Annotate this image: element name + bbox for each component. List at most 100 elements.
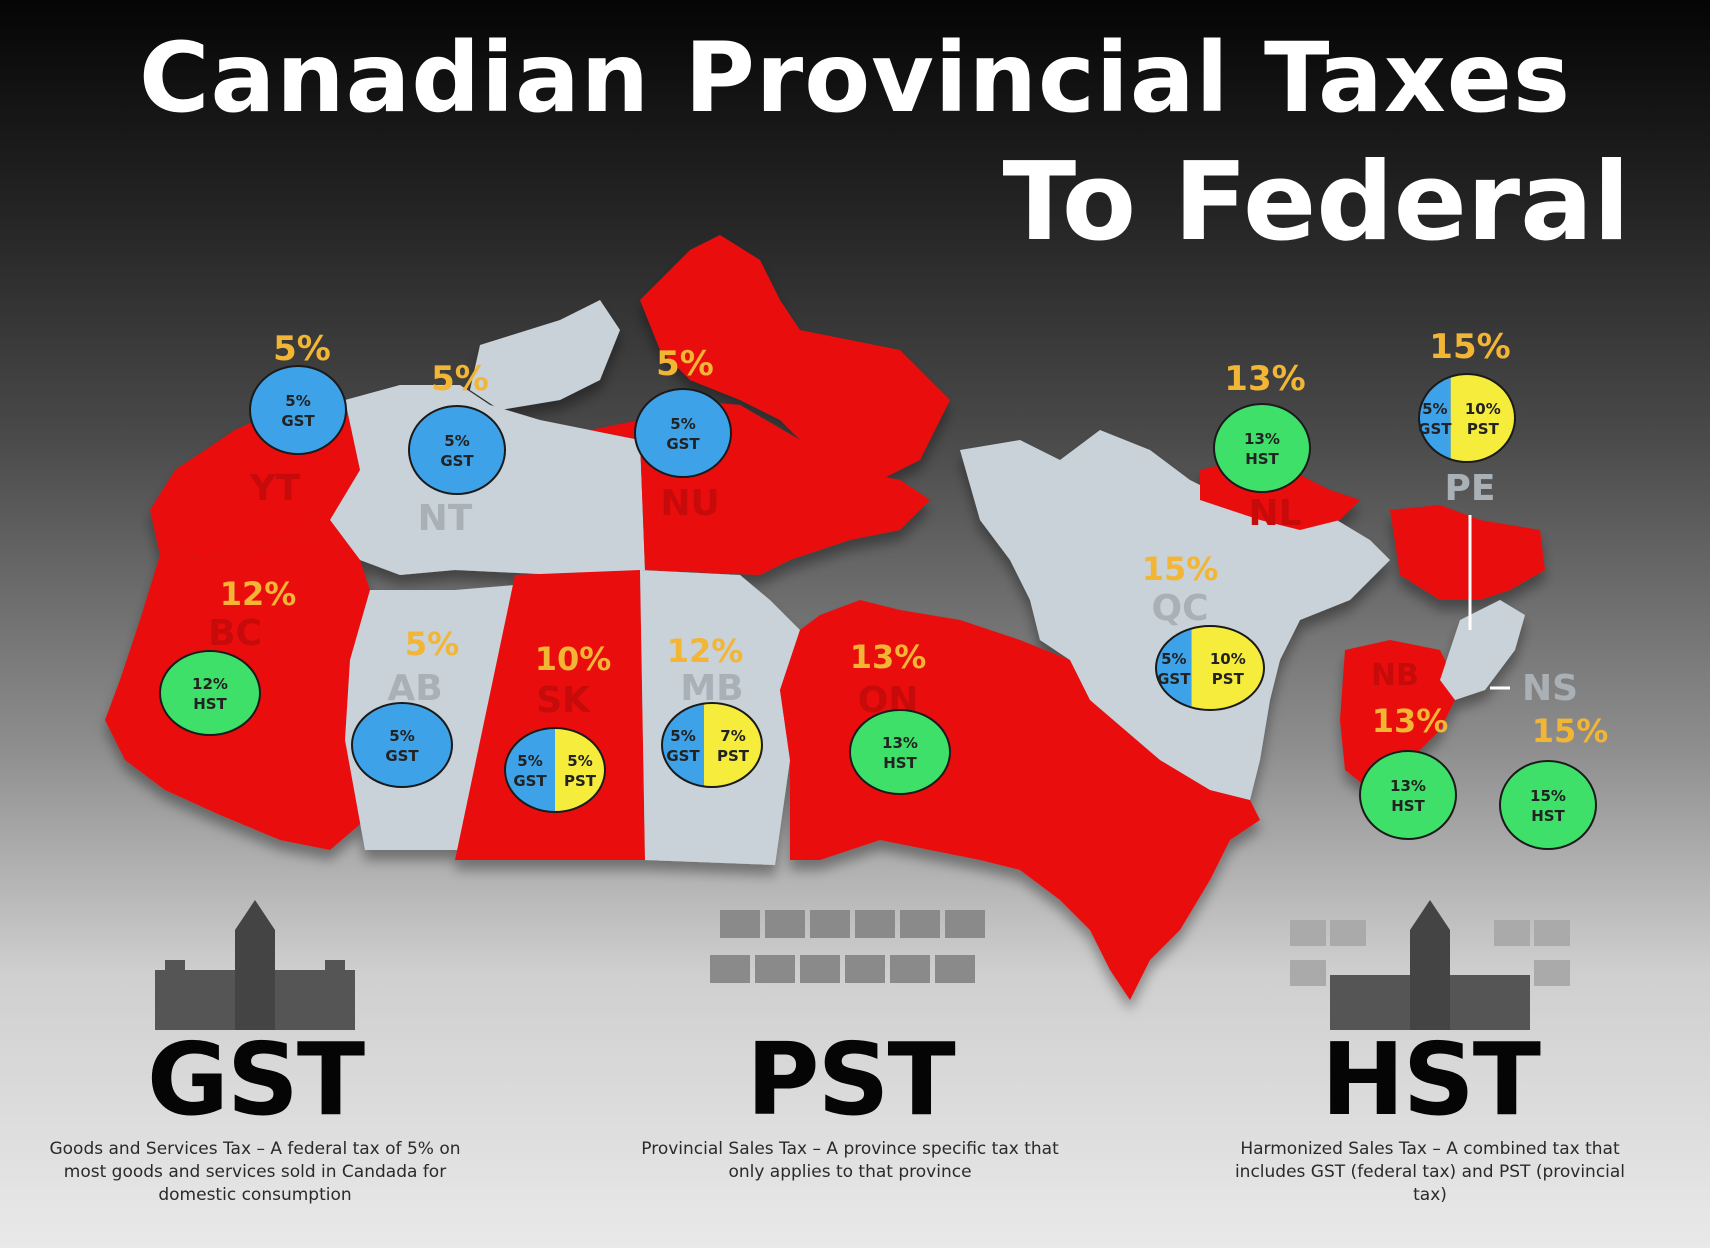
badge-type: PST (564, 772, 597, 790)
total-rate-yt: 5% (273, 329, 331, 369)
parliament-icon (155, 900, 355, 1030)
badge-type: GST (1418, 420, 1452, 438)
region-label-ns: NS (1522, 668, 1578, 709)
subtitle: To Federal (1002, 140, 1631, 265)
arctic-islands-red (640, 235, 950, 480)
legend-gst: GST Goods and Services Tax – A federal t… (45, 900, 465, 1207)
badge-rate: 7% (720, 727, 745, 745)
badge-type: GST (440, 452, 474, 470)
legend-pst: PST Provincial Sales Tax – A province sp… (640, 900, 1060, 1184)
tax-badge-yt: 5% GST (249, 365, 347, 455)
region-label-bc: BC (208, 613, 262, 654)
region-label-ab: AB (387, 668, 442, 709)
arctic-islands-grey (470, 300, 620, 410)
region-nb (1340, 640, 1460, 790)
total-rate-nu: 5% (656, 344, 714, 384)
total-rate-nb: 13% (1372, 702, 1449, 740)
badge-type: PST (717, 747, 750, 765)
badge-type: GST (385, 747, 419, 765)
total-rate-bc: 12% (220, 575, 297, 613)
badge-rate: 5% (517, 752, 542, 770)
parliament-flags-icon (1290, 900, 1570, 1030)
region-label-nu: NU (660, 483, 719, 524)
badge-rate: 5% (567, 752, 592, 770)
badge-segment-pst (1450, 374, 1515, 462)
badge-rate: 5% (285, 392, 310, 410)
title: Canadian Provincial Taxes (139, 22, 1571, 134)
badge-type: PST (1212, 670, 1245, 688)
tax-badge-nb: 13% HST (1359, 750, 1457, 840)
tax-badge-nl: 13% HST (1213, 403, 1311, 493)
total-rate-mb: 12% (667, 632, 744, 670)
region-label-qc: QC (1151, 588, 1208, 629)
tax-badge-sk: 5% GST 5% PST (504, 727, 606, 813)
badge-rate: 13% (882, 734, 918, 752)
badge-rate: 5% (444, 432, 469, 450)
total-rate-qc: 15% (1142, 550, 1219, 588)
total-rate-ab: 5% (405, 625, 459, 663)
badge-rate: 13% (1390, 777, 1426, 795)
tax-badge-ns: 15% HST (1499, 760, 1597, 850)
total-rate-nt: 5% (431, 359, 489, 399)
tax-badge-mb: 5% GST 7% PST (661, 702, 763, 788)
badge-rate: 5% (1422, 400, 1447, 418)
region-ns (1440, 600, 1525, 700)
badge-type: HST (1531, 807, 1565, 825)
region-label-pe: PE (1445, 468, 1496, 509)
badge-rate: 5% (389, 727, 414, 745)
total-rate-on: 13% (850, 638, 927, 676)
region-nl-island (1390, 505, 1545, 600)
region-label-yt: YT (249, 468, 301, 509)
badge-rate: 12% (192, 675, 228, 693)
badge-type: GST (513, 772, 547, 790)
badge-type: GST (1157, 670, 1191, 688)
badge-fill (849, 709, 951, 795)
badge-segment-gst (1419, 374, 1451, 462)
region-label-nb: NB (1371, 658, 1419, 693)
total-rate-ns: 15% (1532, 712, 1609, 750)
badge-fill (1213, 403, 1311, 493)
badge-type: GST (666, 435, 700, 453)
badge-fill (634, 388, 732, 478)
legend-hst: HST Harmonized Sales Tax – A combined ta… (1220, 900, 1640, 1207)
tax-badge-nt: 5% GST (408, 405, 506, 495)
legend-gst-description: Goods and Services Tax – A federal tax o… (49, 1139, 461, 1205)
tax-badge-nu: 5% GST (634, 388, 732, 478)
badge-type: HST (1245, 450, 1279, 468)
badge-type: HST (883, 754, 917, 772)
badge-fill (408, 405, 506, 495)
badge-type: GST (281, 412, 315, 430)
tax-badge-qc: 5% GST 10% PST (1155, 625, 1265, 711)
tax-badge-ab: 5% GST (351, 702, 453, 788)
region-on (780, 600, 1260, 1000)
badge-type: PST (1467, 420, 1500, 438)
badge-fill (351, 702, 453, 788)
badge-rate: 10% (1210, 650, 1246, 668)
badge-fill (159, 650, 261, 736)
badge-type: HST (193, 695, 227, 713)
legend-pst-title: PST (746, 1021, 956, 1138)
legend-gst-title: GST (146, 1021, 365, 1138)
tax-badge-bc: 12% HST (159, 650, 261, 736)
badge-rate: 15% (1530, 787, 1566, 805)
tax-badge-on: 13% HST (849, 709, 951, 795)
badge-rate: 5% (1161, 650, 1186, 668)
flags-icon (710, 910, 985, 983)
badge-type: GST (666, 747, 700, 765)
badge-rate: 5% (670, 415, 695, 433)
region-label-nt: NT (418, 498, 473, 539)
legend-hst-description: Harmonized Sales Tax – A combined tax th… (1234, 1139, 1626, 1205)
tax-badge-pe: 5% GST 10% PST (1418, 373, 1516, 463)
total-rate-nl: 13% (1224, 359, 1305, 399)
badge-fill (1359, 750, 1457, 840)
region-label-sk: SK (536, 680, 591, 721)
badge-rate: 13% (1244, 430, 1280, 448)
badge-fill (1499, 760, 1597, 850)
badge-rate: 10% (1465, 400, 1501, 418)
legend-pst-description: Provincial Sales Tax – A province specif… (641, 1139, 1059, 1182)
region-label-nl: NL (1248, 493, 1301, 534)
badge-type: HST (1391, 797, 1425, 815)
total-rate-pe: 15% (1429, 327, 1510, 367)
